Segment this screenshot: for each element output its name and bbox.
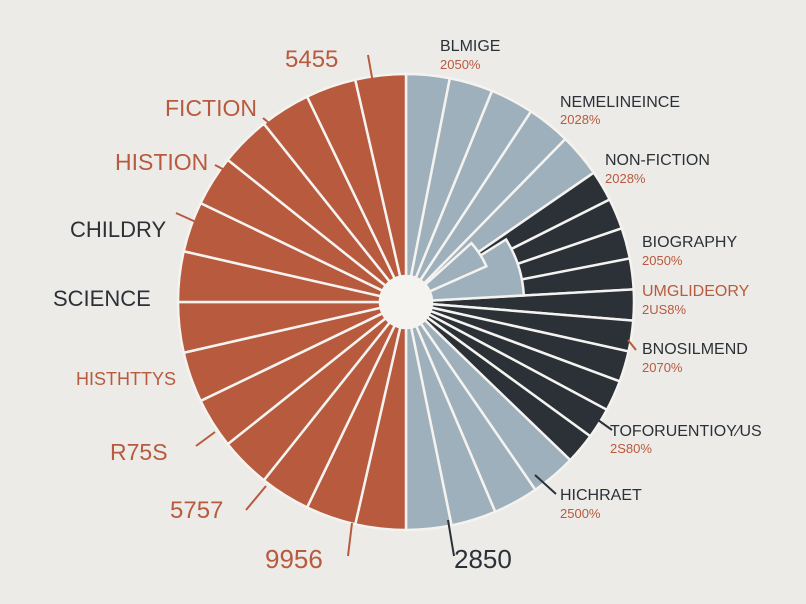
value-nemelineince: 2028% xyxy=(560,112,601,127)
label-blmige: BLMIGE xyxy=(440,38,500,55)
label-childry: CHILDRY xyxy=(70,217,167,242)
label-5455: 5455 xyxy=(285,46,338,73)
label-fiction: FICTION xyxy=(165,95,257,121)
center-hole xyxy=(380,276,432,328)
leader-line-0 xyxy=(367,54,377,101)
value-non-fiction: 2028% xyxy=(605,171,646,186)
leader-line-1 xyxy=(262,117,281,133)
label-5757: 5757 xyxy=(170,497,223,524)
label-non-fiction: NON-FICTION xyxy=(605,152,710,169)
label-nemelineince: NEMELINEINCE xyxy=(560,94,680,111)
label-histhttys: HISTHTTYS xyxy=(76,369,176,389)
label-9956: 9956 xyxy=(265,544,323,574)
leader-line-9 xyxy=(534,474,557,495)
value-bnosilmend: 2070% xyxy=(642,360,683,375)
value-toforuentioyus: 2S80% xyxy=(610,441,652,456)
leader-line-6 xyxy=(245,485,267,511)
value-umglideory: 2US8% xyxy=(642,302,687,317)
leader-lines xyxy=(175,54,637,557)
value-blmige: 2050% xyxy=(440,57,481,72)
label-biography: BIOGRAPHY xyxy=(642,234,737,251)
leader-line-5 xyxy=(195,431,216,447)
value-hichraet: 2500% xyxy=(560,506,601,521)
label-r75s: R75S xyxy=(110,439,168,465)
label-bnosilmend: BNOSILMEND xyxy=(642,341,748,358)
leader-line-4 xyxy=(219,377,237,381)
leader-line-7 xyxy=(347,522,353,557)
leader-line-3 xyxy=(175,212,197,223)
label-2850: 2850 xyxy=(454,544,512,574)
value-biography: 2050% xyxy=(642,253,683,268)
leader-line-8 xyxy=(447,519,455,557)
leader-line-10 xyxy=(597,419,613,431)
label-toforuentioyus: TOFORUENTIOY⁄US xyxy=(610,423,762,440)
leader-line-2 xyxy=(214,164,241,179)
label-histion: HISTION xyxy=(115,149,208,175)
label-umglideory: UMGLIDEORY xyxy=(642,283,750,300)
label-science: SCIENCE xyxy=(53,286,151,311)
leader-line-11 xyxy=(627,339,637,351)
label-hichraet: HICHRAET xyxy=(560,487,642,504)
